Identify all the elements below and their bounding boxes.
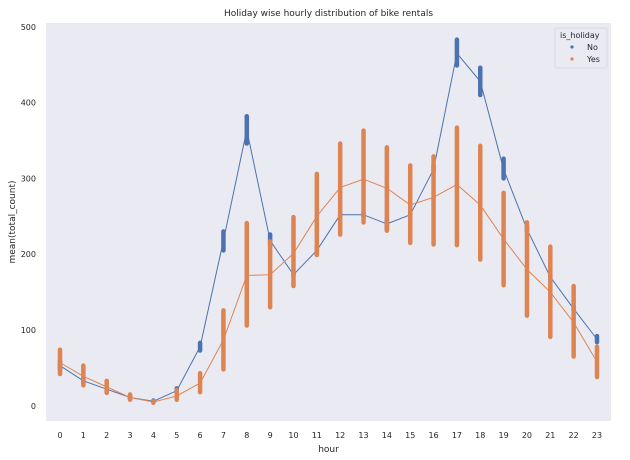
y-tick-label: 100 — [21, 326, 36, 335]
series-line-no — [59, 52, 598, 402]
y-tick-label: 500 — [21, 23, 36, 32]
x-tick-label: 0 — [57, 431, 62, 440]
x-tick-label: 7 — [221, 431, 226, 440]
legend-box — [554, 27, 608, 69]
x-tick-label: 8 — [244, 431, 249, 440]
x-tick-label: 21 — [545, 431, 555, 440]
x-tick-label: 16 — [428, 431, 438, 440]
x-tick-label: 17 — [452, 431, 462, 440]
x-tick-label: 22 — [569, 431, 579, 440]
y-tick-label: 400 — [21, 99, 36, 108]
y-tick-label: 300 — [21, 174, 36, 183]
y-axis-label: mean(total_count) — [8, 180, 18, 263]
x-tick-label: 14 — [382, 431, 392, 440]
series-line-yes — [59, 178, 598, 403]
x-tick-label: 10 — [288, 431, 298, 440]
plot-area — [46, 23, 611, 421]
y-tick-label: 200 — [21, 250, 36, 259]
x-tick-label: 11 — [312, 431, 322, 440]
x-tick-label: 13 — [358, 431, 368, 440]
x-tick-label: 19 — [499, 431, 509, 440]
x-tick-label: 12 — [335, 431, 345, 440]
legend-label-yes: Yes — [586, 55, 600, 64]
series-yes — [57, 125, 600, 406]
x-tick-label: 9 — [268, 431, 273, 440]
legend: is_holiday No Yes — [554, 27, 608, 69]
x-tick-label: 1 — [81, 431, 86, 440]
x-tick-label: 23 — [592, 431, 602, 440]
x-tick-label: 20 — [522, 431, 532, 440]
x-axis-ticks: 0 1 2 3 4 5 6 7 8 9 10 11 12 13 14 15 16 17 18 19 20 21 22 23 — [57, 431, 602, 440]
x-tick-label: 3 — [128, 431, 133, 440]
x-tick-label: 2 — [104, 431, 109, 440]
legend-marker-no — [570, 45, 574, 49]
chart-title: Holiday wise hourly distribution of bike… — [224, 9, 433, 19]
legend-label-no: No — [587, 43, 598, 52]
legend-marker-yes — [570, 57, 574, 61]
x-tick-label: 6 — [198, 431, 203, 440]
x-tick-label: 15 — [405, 431, 415, 440]
x-axis-label: hour — [318, 445, 339, 455]
series-layer — [57, 37, 600, 406]
x-tick-label: 18 — [475, 431, 485, 440]
legend-title: is_holiday — [560, 31, 600, 40]
x-tick-label: 4 — [151, 431, 156, 440]
y-tick-label: 0 — [31, 402, 36, 411]
x-tick-label: 5 — [174, 431, 179, 440]
y-axis-ticks: 0 100 200 300 400 500 — [21, 23, 36, 411]
